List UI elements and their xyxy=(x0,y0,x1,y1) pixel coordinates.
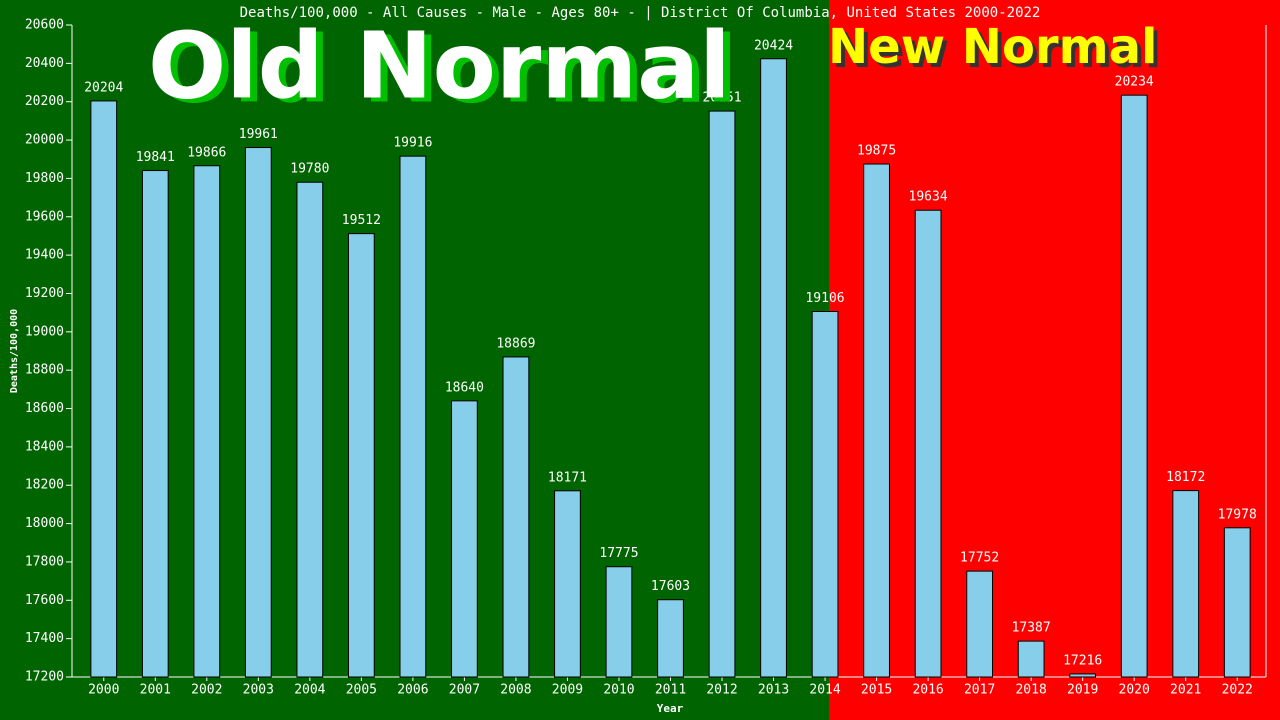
x-tick-label: 2008 xyxy=(500,683,531,698)
bar xyxy=(141,170,169,678)
bar xyxy=(914,209,942,678)
x-tick-label: 2004 xyxy=(294,683,325,698)
x-tick-label: 2011 xyxy=(655,683,686,698)
y-tick-label: 20400 xyxy=(25,56,64,71)
bar xyxy=(244,147,272,678)
y-axis-label: Deaths/100,000 xyxy=(9,309,20,393)
y-tick-label: 18000 xyxy=(25,516,64,531)
value-label: 20424 xyxy=(754,38,793,53)
value-label: 19106 xyxy=(805,291,844,306)
y-tick-label: 20600 xyxy=(25,18,64,33)
x-tick-label: 2022 xyxy=(1222,683,1253,698)
value-label: 20204 xyxy=(84,80,123,95)
bar xyxy=(554,490,581,678)
y-tick-label: 19200 xyxy=(25,286,64,301)
y-tick-label: 20000 xyxy=(25,133,64,148)
x-tick-label: 2021 xyxy=(1170,683,1201,698)
value-label: 19916 xyxy=(393,136,432,151)
bar xyxy=(657,599,684,678)
value-label: 17752 xyxy=(960,551,999,566)
bar xyxy=(399,155,427,678)
bar xyxy=(193,165,221,678)
bar xyxy=(296,181,324,678)
value-label: 18171 xyxy=(548,470,587,485)
value-label: 17775 xyxy=(599,546,638,561)
x-tick-label: 2013 xyxy=(758,683,789,698)
y-tick-label: 20200 xyxy=(25,94,64,109)
y-tick-label: 19600 xyxy=(25,209,64,224)
bar xyxy=(1120,94,1148,678)
x-tick-label: 2000 xyxy=(88,683,119,698)
bar xyxy=(347,233,375,678)
bar xyxy=(966,570,994,678)
bar xyxy=(90,100,118,678)
x-tick-label: 2002 xyxy=(191,683,222,698)
bar xyxy=(502,356,530,678)
y-tick-label: 17400 xyxy=(25,631,64,646)
value-label: 17603 xyxy=(651,579,690,594)
y-tick-label: 17600 xyxy=(25,593,64,608)
value-label: 19780 xyxy=(290,162,329,177)
y-tick-label: 18600 xyxy=(25,401,64,416)
bar xyxy=(708,110,736,678)
x-axis-label: Year xyxy=(657,702,684,715)
annotation-shadow: Old Normal xyxy=(155,16,738,123)
value-label: 19875 xyxy=(857,144,896,159)
x-tick-label: 2007 xyxy=(449,683,480,698)
value-label: 18869 xyxy=(496,336,535,351)
value-label: 17216 xyxy=(1063,653,1102,668)
y-tick-label: 18800 xyxy=(25,363,64,378)
x-tick-label: 2006 xyxy=(397,683,428,698)
chart-title: Deaths/100,000 - All Causes - Male - Age… xyxy=(240,5,1041,21)
x-tick-label: 2005 xyxy=(346,683,377,698)
y-tick-label: 17200 xyxy=(25,670,64,685)
bar xyxy=(1069,673,1097,678)
x-tick-label: 2012 xyxy=(706,683,737,698)
y-tick-label: 17800 xyxy=(25,554,64,569)
value-label: 18172 xyxy=(1166,470,1205,485)
value-label: 18640 xyxy=(445,380,484,395)
bar xyxy=(811,310,839,678)
value-label: 19866 xyxy=(187,145,226,160)
y-tick-label: 19000 xyxy=(25,324,64,339)
x-tick-label: 2020 xyxy=(1119,683,1150,698)
bar xyxy=(1223,527,1251,678)
x-tick-label: 2018 xyxy=(1015,683,1046,698)
value-label: 19512 xyxy=(342,213,381,228)
bar xyxy=(451,400,478,678)
x-tick-label: 2019 xyxy=(1067,683,1098,698)
value-label: 19961 xyxy=(239,127,278,142)
value-label: 17978 xyxy=(1218,507,1257,522)
x-tick-label: 2017 xyxy=(964,683,995,698)
bar xyxy=(1172,490,1200,678)
annotation-shadow: New Normal xyxy=(832,23,1161,79)
annotation: Old Normal xyxy=(148,12,731,119)
x-tick-label: 2003 xyxy=(243,683,274,698)
x-tick-label: 2016 xyxy=(912,683,943,698)
x-tick-label: 2014 xyxy=(809,683,840,698)
value-label: 19841 xyxy=(136,150,175,165)
bar xyxy=(863,163,890,678)
bar xyxy=(760,58,787,678)
y-tick-label: 18400 xyxy=(25,439,64,454)
value-label: 19634 xyxy=(909,190,948,205)
new-normal-background xyxy=(829,0,1280,720)
value-label: 20234 xyxy=(1115,75,1154,90)
annotation: New Normal xyxy=(828,19,1157,75)
y-tick-label: 18200 xyxy=(25,478,64,493)
bar xyxy=(1017,640,1045,678)
value-label: 20151 xyxy=(702,91,741,106)
x-tick-label: 2001 xyxy=(140,683,171,698)
x-tick-label: 2010 xyxy=(603,683,634,698)
x-tick-label: 2009 xyxy=(552,683,583,698)
x-tick-label: 2015 xyxy=(861,683,892,698)
value-label: 17387 xyxy=(1012,621,1051,636)
bar xyxy=(605,566,633,678)
y-tick-label: 19800 xyxy=(25,171,64,186)
y-tick-label: 19400 xyxy=(25,248,64,263)
